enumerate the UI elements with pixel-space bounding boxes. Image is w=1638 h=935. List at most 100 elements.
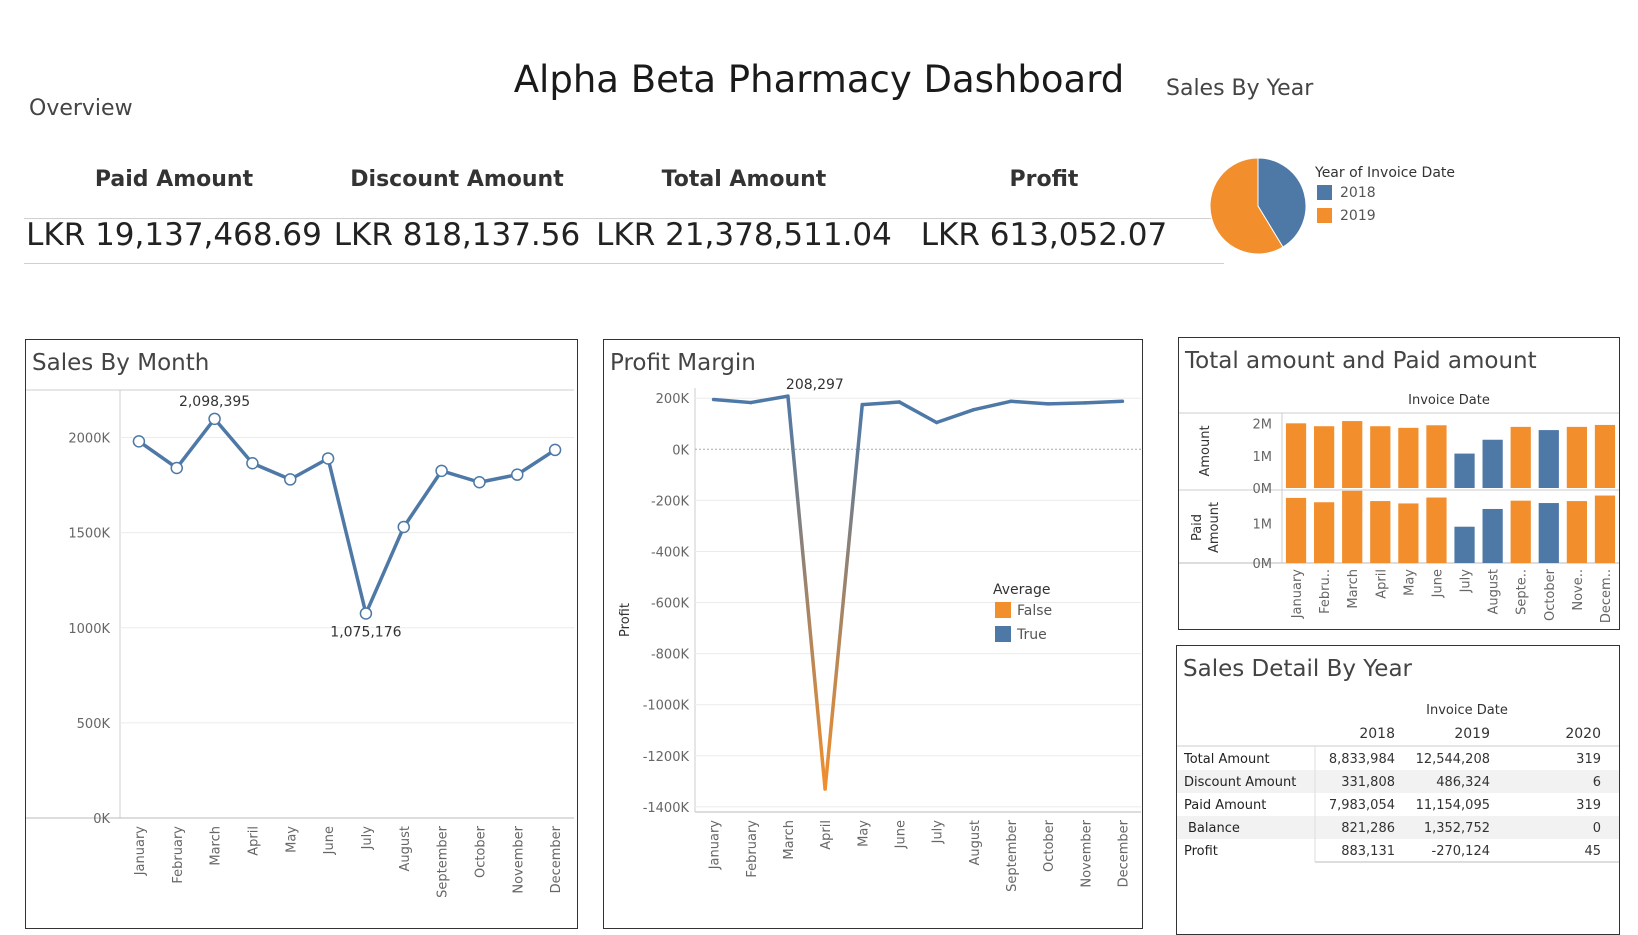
pie-legend-swatch bbox=[1317, 185, 1332, 200]
bar bbox=[1342, 421, 1363, 488]
x-tick-label: Febru.. bbox=[1318, 569, 1333, 614]
kpi-label: Total Amount bbox=[661, 167, 827, 192]
data-label: 2,098,395 bbox=[179, 394, 250, 410]
kpi-discount-amount[interactable]: Discount Amount LKR 818,137.56 bbox=[307, 150, 607, 260]
table-row-band bbox=[1177, 816, 1619, 839]
pane-label: Amount bbox=[1198, 425, 1213, 476]
profit-series-segment bbox=[1083, 399, 1125, 405]
bar bbox=[1538, 503, 1559, 563]
kpi-profit[interactable]: Profit LKR 613,052.07 bbox=[894, 150, 1194, 260]
data-point bbox=[548, 443, 562, 457]
profit-series-segment bbox=[786, 394, 827, 791]
data-point bbox=[397, 520, 410, 534]
profit-margin-title: Profit Margin bbox=[610, 350, 756, 376]
bar bbox=[1285, 497, 1307, 563]
column-header: Invoice Date bbox=[1408, 393, 1490, 408]
bar bbox=[1342, 490, 1363, 563]
data-point bbox=[170, 461, 183, 475]
bar bbox=[1426, 425, 1447, 488]
x-tick-label: July bbox=[931, 820, 946, 845]
kpi-paid-amount[interactable]: Paid Amount LKR 19,137,468.69 bbox=[24, 150, 324, 260]
x-tick-label: Decem.. bbox=[1599, 569, 1614, 623]
bar bbox=[1314, 502, 1335, 563]
sales-series-line bbox=[137, 417, 557, 616]
profit-margin-panel: Profit Margin 200K 0K -200K -400K -600K -800K… bbox=[603, 339, 1143, 929]
profit-series-segment bbox=[897, 400, 939, 425]
data-point bbox=[473, 476, 486, 489]
total-paid-amount-title: Total amount and Paid amount bbox=[1185, 348, 1537, 374]
x-tick-label: June bbox=[322, 826, 337, 855]
sales-detail-panel: Sales Detail By Year Invoice Date 2018 201… bbox=[1176, 645, 1620, 935]
total-paid-amount-panel: Total amount and Paid amount Invoice Dat… bbox=[1178, 337, 1620, 630]
data-point bbox=[435, 464, 448, 478]
x-tick-label: December bbox=[549, 825, 564, 893]
x-tick-label: August bbox=[398, 826, 413, 872]
table-cell: 319 bbox=[1576, 752, 1601, 767]
column-header: Invoice Date bbox=[1426, 703, 1508, 718]
y-tick-label: -1200K bbox=[643, 750, 690, 765]
x-tick-label: February bbox=[171, 826, 186, 884]
data-point bbox=[511, 468, 524, 481]
pie-legend-label: 2018 bbox=[1340, 185, 1376, 201]
x-tick-label: April bbox=[1374, 569, 1389, 599]
bar bbox=[1454, 453, 1475, 488]
table-cell: 0 bbox=[1593, 821, 1601, 836]
x-tick-label: January bbox=[133, 826, 148, 877]
pane-label: Paid bbox=[1190, 514, 1205, 541]
bar bbox=[1510, 500, 1531, 563]
table-cell: 486,324 bbox=[1436, 775, 1490, 790]
bar bbox=[1538, 430, 1559, 488]
table-row-label: Balance bbox=[1188, 821, 1240, 836]
table-cell: 319 bbox=[1576, 798, 1601, 813]
table-cell: 11,154,095 bbox=[1416, 798, 1490, 813]
kpi-value: LKR 19,137,468.69 bbox=[26, 217, 322, 253]
table-column-header: 2019 bbox=[1454, 726, 1490, 742]
y-tick-label: -600K bbox=[651, 597, 690, 612]
profit-margin-chart: 200K 0K -200K -400K -600K -800K -1000K -1200K -1… bbox=[618, 377, 1141, 892]
x-tick-label: March bbox=[782, 820, 797, 860]
profit-series-segment bbox=[711, 397, 753, 405]
x-tick-label: September bbox=[436, 825, 451, 898]
table-cell: 883,131 bbox=[1341, 844, 1395, 859]
x-tick-label: July bbox=[360, 826, 375, 851]
y-tick-label: 1000K bbox=[68, 622, 110, 637]
kpi-total-amount[interactable]: Total Amount LKR 21,378,511.04 bbox=[594, 150, 894, 260]
pie-slice-2018 bbox=[1257, 157, 1307, 248]
x-tick-label: Septe.. bbox=[1515, 569, 1530, 615]
y-tick-label: 0K bbox=[93, 812, 110, 827]
profit-series-segment bbox=[860, 400, 902, 407]
sales-by-month-chart: 0K 500K 1000K 1500K 2000K 2,098,395 1,075,176 J… bbox=[26, 389, 574, 898]
sales-by-year-title: Sales By Year bbox=[1166, 76, 1314, 101]
bar bbox=[1566, 501, 1587, 563]
kpi-divider-bottom bbox=[24, 263, 1224, 264]
pie-legend-title: Year of Invoice Date bbox=[1314, 165, 1455, 181]
sales-by-year-section: Sales By Year Year of Invoice Date 2018 20… bbox=[1166, 76, 1586, 276]
x-tick-label: May bbox=[284, 826, 299, 853]
x-tick-label: August bbox=[968, 820, 983, 866]
overview-title: Overview bbox=[29, 96, 133, 121]
sales-detail-title: Sales Detail By Year bbox=[1183, 656, 1412, 682]
y-tick-label: -200K bbox=[651, 494, 690, 509]
x-tick-label: August bbox=[1487, 569, 1502, 615]
bar bbox=[1370, 501, 1391, 563]
legend-label: True bbox=[1016, 627, 1047, 643]
kpi-label: Paid Amount bbox=[94, 167, 254, 192]
table-row-label: Paid Amount bbox=[1184, 798, 1266, 813]
profit-series-segment bbox=[972, 399, 1013, 412]
bar bbox=[1510, 426, 1531, 488]
pie-slice-2019 bbox=[1209, 157, 1284, 255]
y-tick-label: 0K bbox=[672, 443, 689, 458]
bar bbox=[1594, 495, 1616, 563]
kpi-value: LKR 21,378,511.04 bbox=[596, 217, 892, 253]
bar bbox=[1426, 497, 1447, 563]
bar bbox=[1314, 426, 1335, 488]
y-tick-label: 0M bbox=[1253, 557, 1273, 572]
sales-by-month-title: Sales By Month bbox=[32, 350, 210, 376]
data-label: 208,297 bbox=[786, 377, 844, 393]
table-row-label: Profit bbox=[1184, 844, 1218, 859]
y-tick-label: 500K bbox=[77, 717, 111, 732]
x-tick-label: December bbox=[1116, 819, 1131, 887]
x-tick-label: July bbox=[1459, 569, 1474, 594]
x-tick-label: January bbox=[708, 820, 723, 871]
